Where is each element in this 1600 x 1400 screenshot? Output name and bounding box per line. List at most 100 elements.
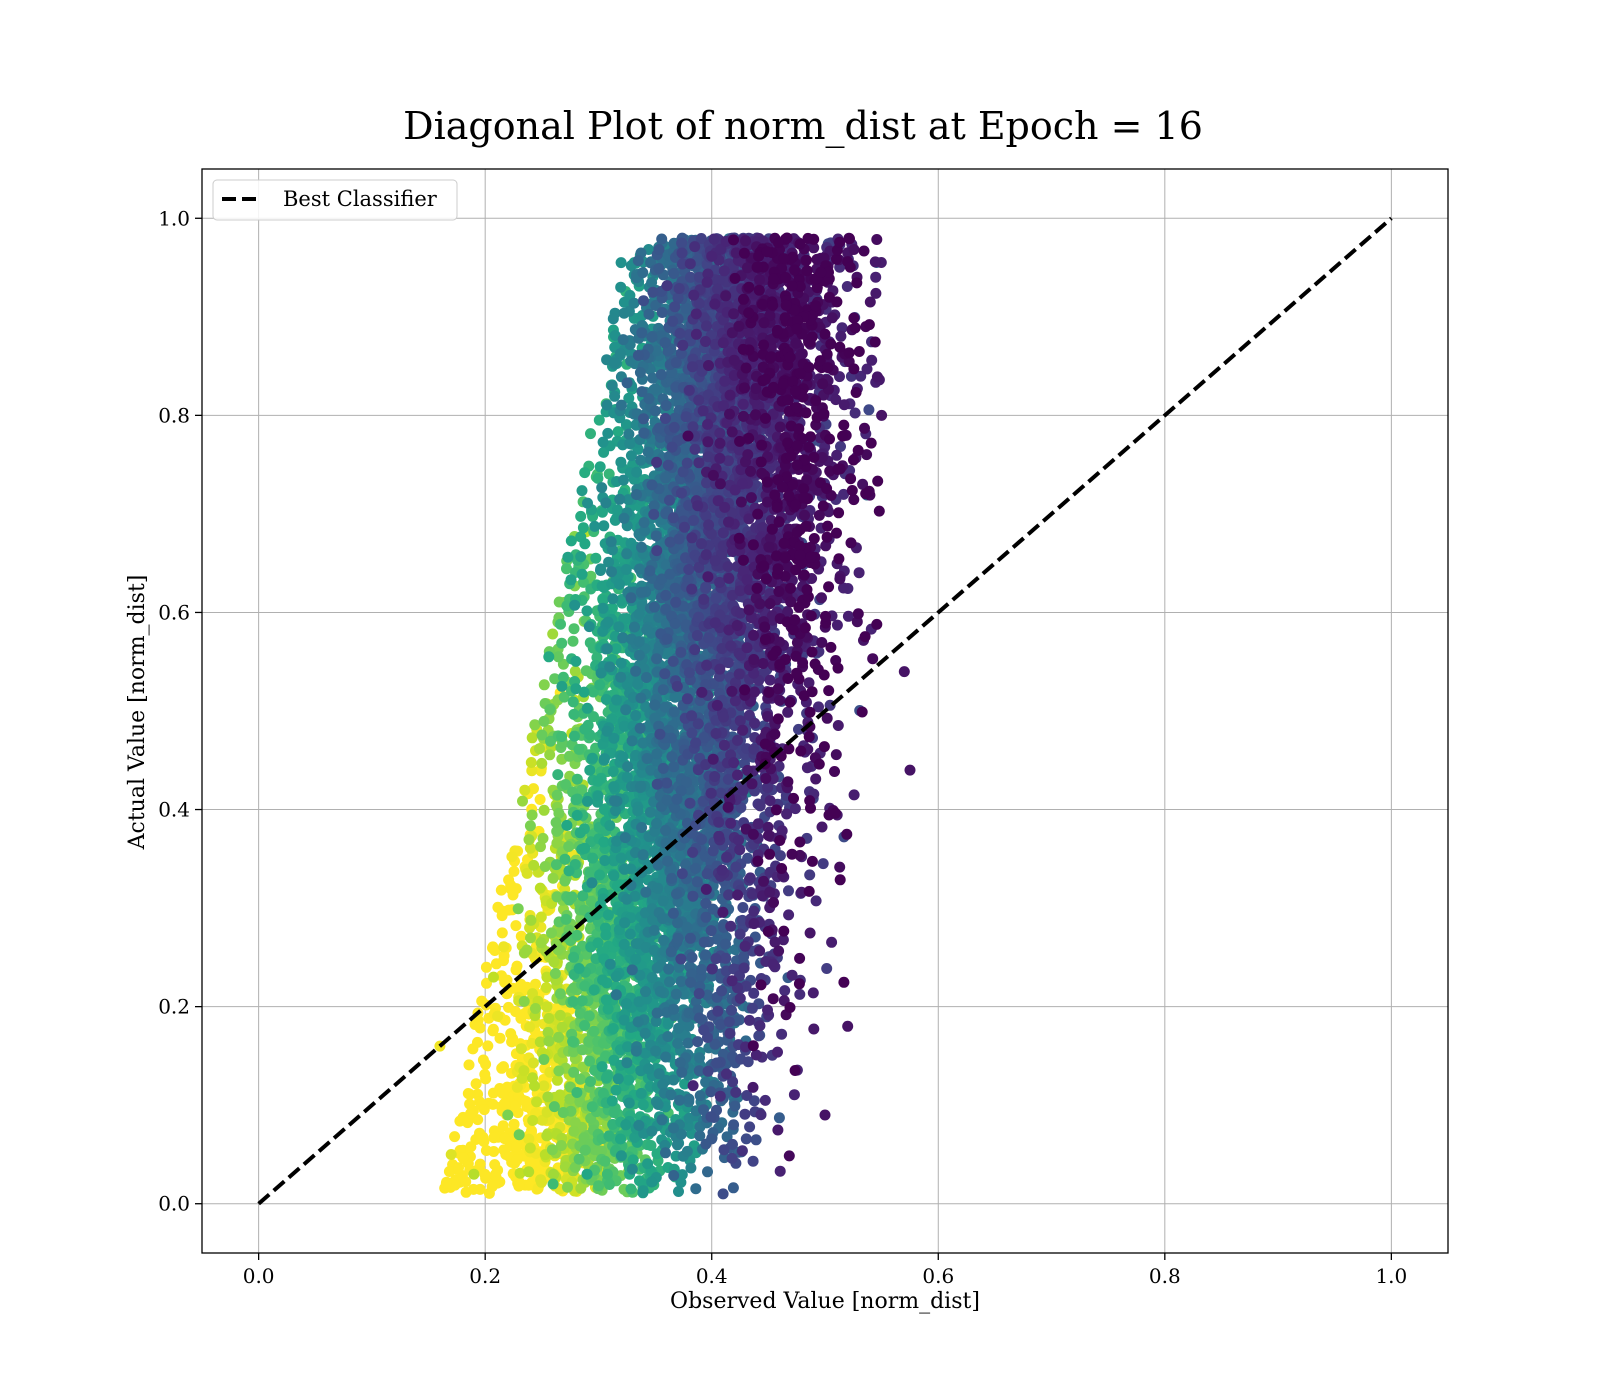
scatter-point <box>642 1158 654 1170</box>
scatter-point <box>660 1147 671 1159</box>
scatter-point <box>541 1130 553 1142</box>
scatter-point <box>651 748 663 760</box>
scatter-point <box>615 281 627 293</box>
scatter-point <box>601 1070 613 1082</box>
scatter-point <box>635 454 647 466</box>
scatter-point <box>551 1074 563 1086</box>
scatter-point <box>514 1167 526 1179</box>
scatter-point <box>465 1141 477 1153</box>
scatter-point <box>465 1107 477 1119</box>
scatter-point <box>547 872 559 884</box>
scatter-point <box>603 556 615 568</box>
scatter-point <box>590 552 602 564</box>
scatter-point <box>592 937 604 949</box>
scatter-point <box>646 1176 658 1188</box>
scatter-point <box>629 1131 641 1143</box>
scatter-point <box>581 1168 593 1180</box>
scatter-point <box>629 621 640 633</box>
scatter-point <box>623 1097 635 1109</box>
scatter-point <box>510 964 522 976</box>
scatter-point <box>660 472 672 484</box>
scatter-point <box>557 671 569 683</box>
scatter-point <box>524 1142 536 1154</box>
scatter-point <box>651 962 663 974</box>
scatter-point <box>479 1168 491 1180</box>
scatter-point <box>576 568 588 580</box>
scatter-point <box>583 621 595 633</box>
scatter-point <box>538 1054 550 1065</box>
scatter-point <box>486 1181 498 1193</box>
scatter-point <box>470 1078 482 1090</box>
scatter-point <box>612 1073 624 1085</box>
scatter-point <box>651 653 663 665</box>
scatter-point <box>548 956 560 968</box>
scatter-point <box>602 909 614 921</box>
scatter-point <box>546 1144 558 1156</box>
scatter-point <box>604 820 616 831</box>
scatter-point <box>536 757 548 769</box>
scatter-point <box>675 976 687 987</box>
scatter-point <box>574 1007 586 1019</box>
scatter-point <box>482 1040 494 1052</box>
scatter-point <box>505 1028 517 1040</box>
scatter-point <box>593 414 605 426</box>
scatter-point <box>505 879 517 891</box>
scatter-point <box>620 998 632 1010</box>
scatter-point <box>618 474 629 486</box>
scatter-point <box>568 951 580 963</box>
scatter-point <box>563 750 575 762</box>
scatter-point <box>604 1179 615 1190</box>
scatter-point <box>457 1152 469 1164</box>
scatter-point <box>449 1179 461 1191</box>
scatter-point <box>563 841 575 852</box>
scatter-point <box>534 1036 546 1048</box>
scatter-point <box>635 780 647 792</box>
scatter-point <box>637 849 649 861</box>
scatter-point <box>586 877 598 889</box>
scatter-point <box>525 932 536 944</box>
scatter-point <box>601 399 613 411</box>
scatter-point <box>610 1084 622 1096</box>
scatter-point <box>620 564 632 575</box>
scatter-point <box>596 482 608 494</box>
scatter-point <box>523 1166 535 1178</box>
scatter-point <box>581 702 593 714</box>
scatter-point <box>453 1162 464 1174</box>
scatter-point <box>592 775 604 787</box>
scatter-point <box>511 1141 523 1153</box>
scatter-point <box>535 1174 547 1186</box>
scatter-point <box>537 1114 548 1126</box>
scatter-point <box>601 725 613 737</box>
scatter-point <box>525 757 537 768</box>
scatter-point <box>594 461 606 473</box>
scatter-point <box>596 1145 608 1157</box>
scatter-point <box>551 837 563 849</box>
scatter-point <box>538 715 550 727</box>
scatter-point <box>626 1163 638 1175</box>
scatter-point <box>579 1020 591 1031</box>
scatter-point <box>577 522 589 534</box>
scatter-point <box>440 1178 452 1189</box>
scatter-point <box>631 489 642 501</box>
scatter-point <box>565 535 577 547</box>
scatter-point <box>600 929 612 941</box>
scatter-point <box>641 624 653 636</box>
scatter-point <box>567 996 579 1007</box>
scatter-point <box>668 1074 679 1086</box>
scatter-point <box>525 914 537 926</box>
scatter-point <box>579 723 591 735</box>
scatter-point <box>538 679 550 691</box>
scatter-point <box>607 766 619 777</box>
scatter-point <box>569 730 580 742</box>
scatter-point <box>511 1154 523 1165</box>
scatter-point <box>618 938 630 950</box>
scatter-point <box>630 665 642 677</box>
scatter-point <box>597 1087 609 1099</box>
scatter-point <box>585 1076 596 1087</box>
scatter-point <box>608 1107 620 1119</box>
scatter-point <box>543 1035 555 1047</box>
scatter-points <box>434 232 916 1200</box>
scatter-point <box>609 390 621 402</box>
scatter-point <box>534 882 546 894</box>
scatter-point <box>569 1161 581 1173</box>
